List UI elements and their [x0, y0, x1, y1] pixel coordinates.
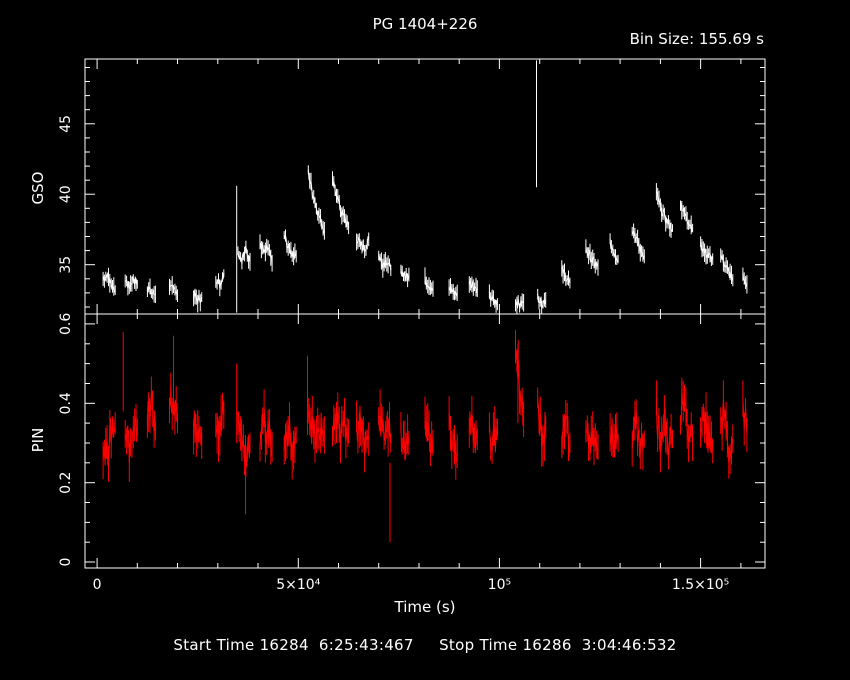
x-axis-label: Time (s)	[394, 598, 456, 616]
chart-title: PG 1404+226	[373, 15, 478, 33]
series-line	[742, 274, 748, 287]
x-tick-label: 1.5×10⁵	[672, 577, 729, 593]
x-tick-label: 10⁵	[488, 577, 511, 593]
y-tick-label: 0.2	[58, 472, 74, 494]
series-line	[585, 423, 599, 460]
series-line	[259, 241, 273, 264]
pin-y-axis-label: PIN	[29, 428, 47, 453]
series-line	[356, 236, 370, 254]
series-line	[237, 245, 251, 264]
series-line	[378, 255, 392, 271]
y-tick-label: 0.4	[58, 392, 74, 414]
y-tick-label: 0.6	[58, 313, 74, 335]
series-line	[102, 417, 116, 466]
y-tick-label: 40	[58, 185, 74, 203]
series-line	[631, 411, 645, 458]
series-line	[102, 272, 116, 293]
x-tick-label: 5×10⁴	[276, 577, 320, 593]
series-line	[720, 400, 734, 463]
series-line	[356, 405, 370, 456]
series-line	[125, 276, 138, 290]
series-line	[742, 398, 748, 436]
time-range-footer: Start Time 16284 6:25:43:467 Stop Time 1…	[0, 636, 850, 654]
pin-series	[102, 330, 748, 543]
series-line	[378, 408, 392, 444]
series-line	[700, 241, 714, 263]
series-line	[283, 417, 297, 463]
series-line	[259, 408, 273, 457]
x-tick-label: 0	[93, 577, 102, 593]
gso-y-axis-label: GSO	[29, 172, 47, 205]
series-line	[700, 407, 714, 453]
y-tick-label: 35	[58, 256, 74, 274]
y-tick-label: 45	[58, 115, 74, 133]
start-time: Start Time 16284 6:25:43:467	[173, 636, 414, 654]
axes: 35 40 45 0 0.2 0.4 0.6 0 5×10⁴ 10⁵ 1.5×10⁵	[58, 58, 766, 593]
gso-series	[102, 60, 748, 314]
series-line	[237, 411, 251, 467]
series-line	[283, 234, 297, 260]
stop-time: Stop Time 16286 3:04:46:532	[439, 636, 677, 654]
panel-frame	[84, 313, 766, 569]
series-line	[680, 203, 694, 232]
series-line	[585, 246, 599, 269]
series-line	[124, 414, 138, 463]
y-tick-label: 0	[58, 558, 74, 567]
bin-size-label: Bin Size: 155.69 s	[630, 30, 765, 48]
series-line	[680, 394, 694, 444]
series-line	[631, 230, 645, 260]
series-line	[720, 254, 734, 281]
